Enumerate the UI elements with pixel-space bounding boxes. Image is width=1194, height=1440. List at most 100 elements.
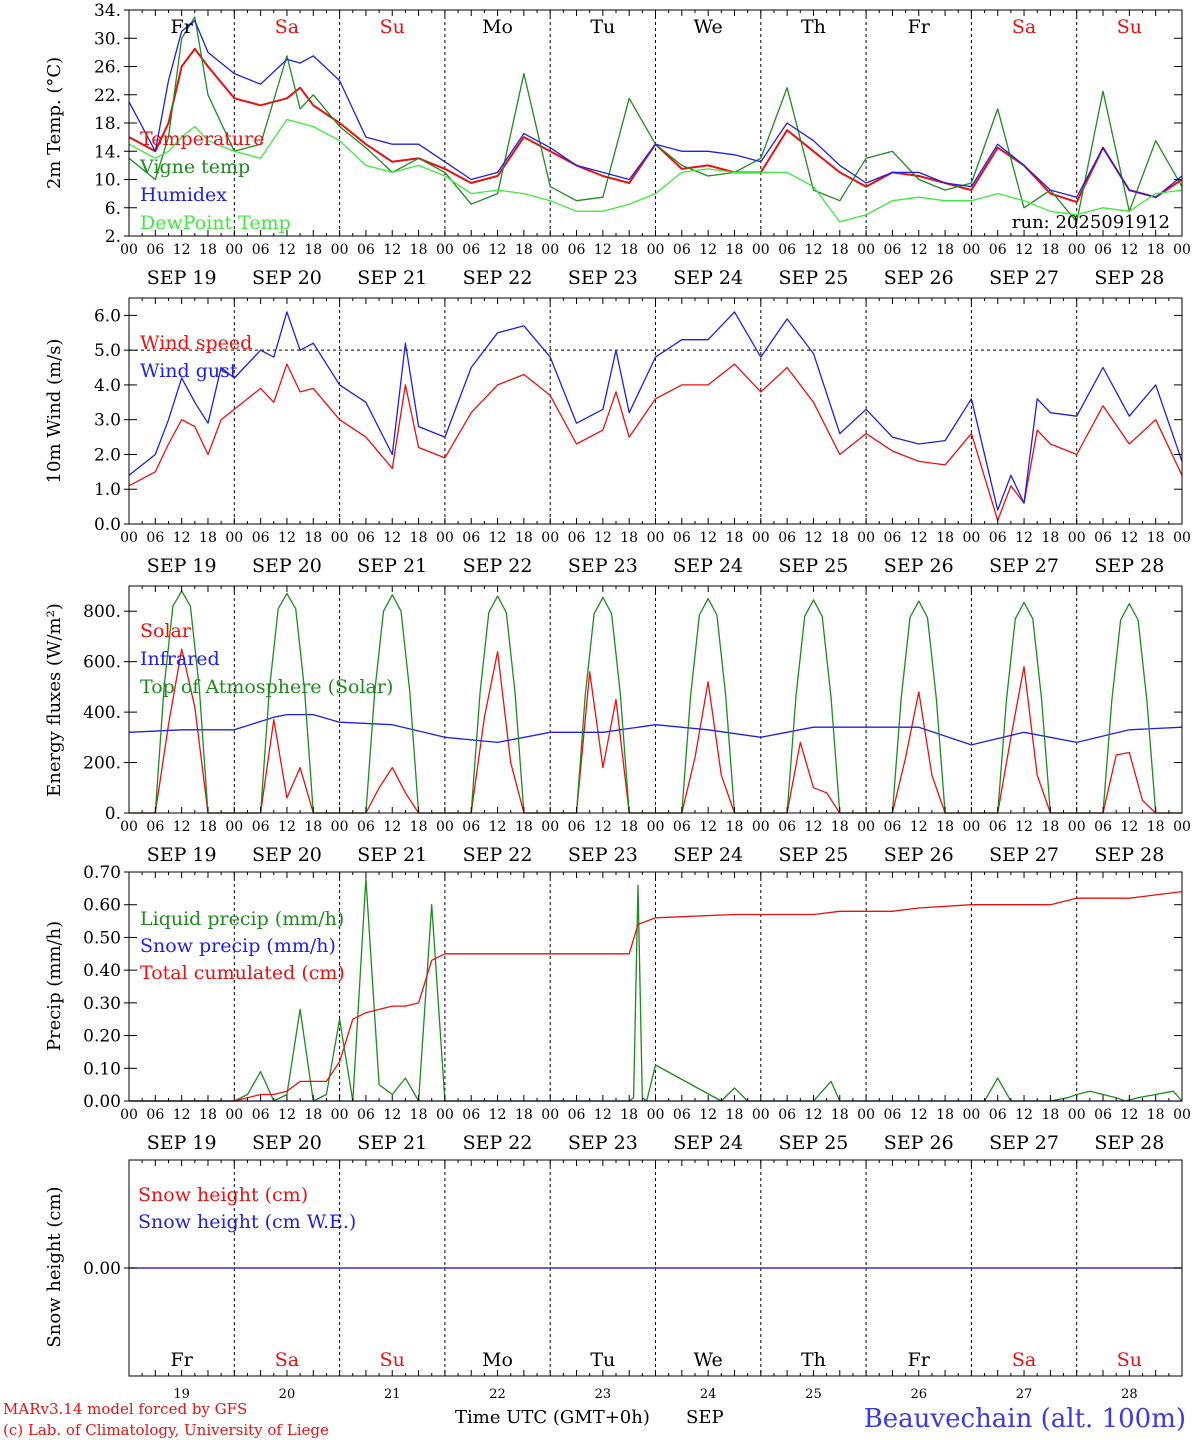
panel-2-hour-label: 00	[752, 530, 770, 546]
panel-2-hour-label: 18	[304, 530, 322, 546]
panel-3-hour-label: 18	[936, 819, 954, 835]
bottom-date-number: 26	[910, 1387, 927, 1402]
panel-3-hour-label: 00	[752, 819, 770, 835]
panel-4-hour-label: 00	[647, 1107, 665, 1123]
panel-2-hour-label: 06	[673, 530, 691, 546]
top-weekday-label: We	[694, 16, 723, 38]
panel-3-y-tick-label: 600.	[83, 653, 121, 673]
panel-2-date-label: SEP 28	[1094, 555, 1164, 577]
panel-1-hour-label: 12	[910, 242, 928, 258]
panel-4-hour-label: 18	[199, 1107, 217, 1123]
panel-3-legend-3: Top of Atmosphere (Solar)	[140, 676, 393, 698]
panel-2-hour-label: 00	[1068, 530, 1086, 546]
panel-4-hour-label: 00	[857, 1107, 875, 1123]
panel-3-legend-2: Infrared	[140, 648, 220, 670]
panel-1-y-tick-label: 30.	[94, 29, 121, 49]
panel-2-hour-label: 06	[568, 530, 586, 546]
panel-3-date-label: SEP 19	[147, 844, 217, 866]
panel-1-hour-label: 00	[436, 242, 454, 258]
panel-3-date-label: SEP 25	[779, 844, 849, 866]
panel-2-hour-label: 18	[515, 530, 533, 546]
panel-1-date-label: SEP 22	[463, 267, 533, 289]
panel-1-hour-label: 00	[331, 242, 349, 258]
panel-3-hour-label: 12	[278, 819, 296, 835]
panel-5-legend-2: Snow height (cm W.E.)	[138, 1211, 356, 1233]
panel-2-hour-label: 18	[199, 530, 217, 546]
panel-4-hour-label: 18	[304, 1107, 322, 1123]
axes-layer	[124, 9, 1183, 1377]
panel-2-hour-label: 12	[278, 530, 296, 546]
bottom-weekday-label: Mo	[482, 1349, 513, 1371]
panel-2-hour-label: 12	[173, 530, 191, 546]
panel-2-date-label: SEP 27	[989, 555, 1059, 577]
panel-2-y-tick-label: 2.0	[94, 445, 121, 465]
panel-2-hour-label: 00	[857, 530, 875, 546]
panel-4-y-tick-label: 0.70	[83, 863, 121, 883]
panel-3-hour-label: 18	[1041, 819, 1059, 835]
panel-4-hour-label: 12	[805, 1107, 823, 1123]
panel-1-hour-label: 12	[1015, 242, 1033, 258]
bottom-date-number: 23	[595, 1387, 612, 1402]
panel-2-date-label: SEP 22	[463, 555, 533, 577]
panel-4-legend-1: Liquid precip (mm/h)	[140, 908, 344, 930]
panel-4-hour-label: 12	[489, 1107, 507, 1123]
panel-3-hour-label: 12	[594, 819, 612, 835]
panel-2-hour-label: 18	[1041, 530, 1059, 546]
top-weekday-label: Th	[801, 16, 826, 38]
panel-1-series-temperature	[128, 47, 1183, 204]
panel-4-hour-label: 00	[541, 1107, 559, 1123]
panel-4-hour-label: 18	[620, 1107, 638, 1123]
panel-1-hour-label: 12	[594, 242, 612, 258]
panel-2-hour-label: 06	[884, 530, 902, 546]
panel-2-y-tick-label: 4.0	[94, 376, 121, 396]
panel-1-hour-label: 18	[620, 242, 638, 258]
top-weekday-label: Tu	[590, 16, 615, 38]
panel-1-hour-label: 06	[1094, 242, 1112, 258]
panel-4-hour-label: 06	[778, 1107, 796, 1123]
bottom-weekday-label: Tu	[590, 1349, 615, 1371]
panel-2-date-label: SEP 19	[147, 555, 217, 577]
panel-3-hour-label: 06	[1094, 819, 1112, 835]
panel-2-hour-label: 06	[462, 530, 480, 546]
panel-4-hour-label: 12	[699, 1107, 717, 1123]
panel-1-legend-2: Vigne temp	[139, 156, 250, 178]
panel-4-hour-label: 00	[436, 1107, 454, 1123]
panel-1-y-tick-label: 10.	[94, 171, 121, 191]
panel-1-y-tick-label: 14.	[94, 142, 121, 162]
panel-4-y-tick-label: 0.30	[83, 994, 121, 1014]
panel-1-hour-label: 12	[489, 242, 507, 258]
panel-4-hour-label: 00	[1173, 1107, 1191, 1123]
panel-2-hour-label: 18	[726, 530, 744, 546]
bottom-date-number: 25	[805, 1387, 822, 1402]
panel-1-hour-label: 06	[568, 242, 586, 258]
bottom-date-number: 27	[1016, 1387, 1033, 1402]
x-axis-month: SEP	[686, 1407, 724, 1428]
panel-3-date-label: SEP 20	[252, 844, 322, 866]
panel-2-hour-label: 12	[805, 530, 823, 546]
panel-3-hour-label: 06	[778, 819, 796, 835]
panel-3-hour-label: 06	[357, 819, 375, 835]
panel-2-hour-label: 06	[252, 530, 270, 546]
panel-3-y-tick-label: 400.	[83, 703, 121, 723]
panel-1-date-label: SEP 20	[252, 267, 322, 289]
panel-3-date-label: SEP 22	[463, 844, 533, 866]
panel-3-hour-label: 00	[962, 819, 980, 835]
panel-1-hour-label: 12	[805, 242, 823, 258]
panel-4-legend-2: Snow precip (mm/h)	[140, 935, 336, 957]
panel-1-hour-label: 00	[857, 242, 875, 258]
bottom-date-number: 19	[173, 1387, 190, 1402]
panel-1-hour-label: 18	[304, 242, 322, 258]
panel-1-y-tick-label: 34.	[94, 1, 121, 21]
panel-4-hour-label: 18	[515, 1107, 533, 1123]
panel-1-hour-label: 06	[462, 242, 480, 258]
panel-3-date-label: SEP 27	[989, 844, 1059, 866]
panel-1-hour-label: 06	[884, 242, 902, 258]
panel-3-y-tick-label: 0.	[105, 804, 121, 824]
panel-3-hour-label: 12	[173, 819, 191, 835]
panel-1-hour-label: 00	[647, 242, 665, 258]
panel-1-hour-label: 18	[831, 242, 849, 258]
panel-2-legend-2: Wind gust	[140, 360, 238, 382]
top-weekday-label: Fr	[171, 16, 194, 38]
panel-4-hour-label: 12	[910, 1107, 928, 1123]
